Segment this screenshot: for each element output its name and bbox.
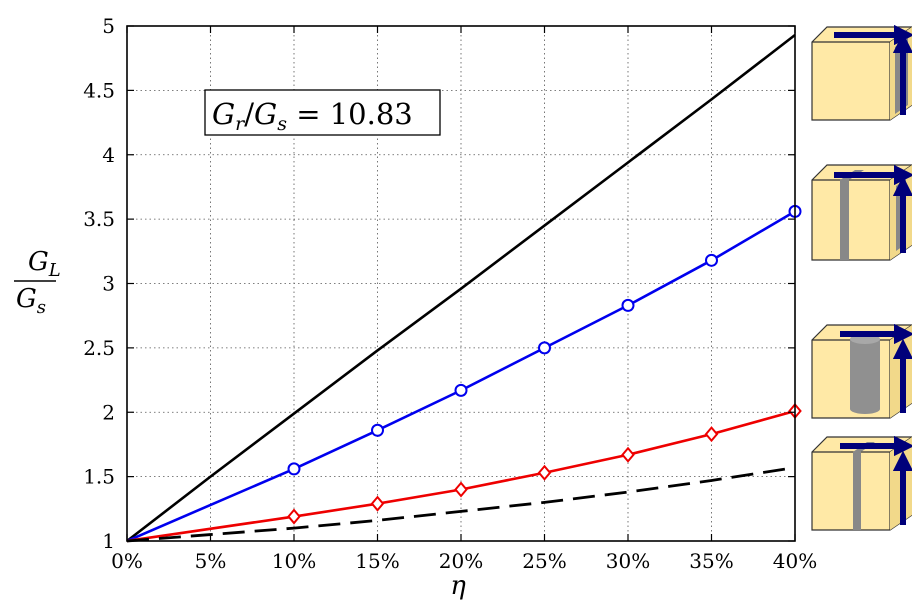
ticks: [126, 25, 796, 542]
point-diamond: [287, 508, 301, 525]
cube-cylinder-icon: [811, 323, 912, 419]
point-circle: [454, 383, 468, 397]
x-tick-label: 5%: [195, 549, 227, 573]
annotation-text: Gr/Gs = 10.83: [212, 97, 413, 135]
y-tick-label: 4: [102, 143, 115, 167]
annotation: Gr/Gs = 10.83: [204, 89, 441, 136]
point-circle: [538, 341, 551, 355]
point-diamond: [454, 481, 468, 498]
cube-two-layers-icon: [811, 164, 912, 261]
x-tick-label: 0%: [111, 549, 143, 573]
annot-value: 10.83: [330, 97, 413, 131]
annot-lhs-den: G: [254, 97, 277, 131]
series-line-0: [126, 33, 796, 543]
annot-lhs-num-sub: r: [235, 113, 246, 135]
cube-layer-icon: [811, 24, 912, 121]
annotation-box: [204, 89, 441, 136]
tick-labels: 0% 5% 10% 15% 20% 25% 30% 35% 40% 1 1.5 2 2.5 3 3.5 4 4.…: [83, 14, 817, 573]
series-layer: [126, 33, 802, 543]
cube-thin-layer-icon: [811, 435, 912, 531]
x-tick-label: 25%: [522, 549, 566, 573]
point-circle: [621, 298, 635, 312]
y-tick-label: 2.5: [83, 336, 115, 360]
x-tick-label: 10%: [272, 549, 316, 573]
y-tick-label: 4.5: [83, 78, 115, 102]
point-circle: [705, 253, 718, 267]
y-tick-label: 2: [102, 400, 115, 424]
x-tick-label: 40%: [773, 549, 817, 573]
x-tick-label: 20%: [439, 549, 483, 573]
point-diamond: [621, 446, 635, 463]
x-tick-label: 35%: [689, 549, 733, 573]
y-tick-label: 3.5: [83, 207, 115, 231]
point-diamond: [704, 426, 719, 443]
x-tick-label: 15%: [355, 549, 399, 573]
grid: [127, 26, 795, 541]
annot-lhs-den-sub: s: [277, 113, 287, 135]
y-title-num: GL: [28, 247, 61, 281]
series-line-2: [126, 409, 796, 543]
series-line-1: [126, 210, 796, 543]
point-diamond: [537, 464, 552, 481]
series-line-3: [126, 466, 796, 543]
x-axis-title: η: [450, 571, 466, 601]
point-circle: [371, 423, 384, 437]
annot-lhs-num: G: [212, 97, 235, 131]
point-diamond: [370, 495, 385, 512]
y-tick-label: 5: [102, 14, 115, 38]
y-title-den: Gs: [16, 284, 46, 318]
y-tick-label: 1.5: [83, 465, 115, 489]
x-tick-label: 30%: [606, 549, 650, 573]
point-circle: [287, 462, 301, 476]
y-tick-label: 3: [102, 272, 115, 296]
y-tick-label: 1: [102, 529, 115, 553]
y-axis-title: GL Gs: [14, 247, 61, 318]
